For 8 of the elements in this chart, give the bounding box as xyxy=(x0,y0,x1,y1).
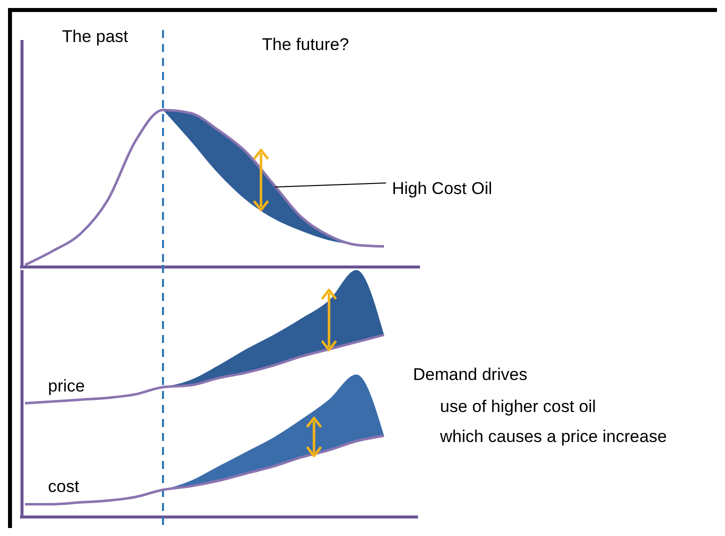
text: use of higher cost oil xyxy=(440,397,596,416)
series-label: price xyxy=(48,376,85,396)
text: which causes a price increase xyxy=(439,427,667,446)
annotation: High Cost Oil xyxy=(392,179,492,198)
series-label: cost xyxy=(48,477,80,496)
text: The future? xyxy=(262,35,349,54)
annotation: Demand drives xyxy=(413,365,528,384)
text: The past xyxy=(62,27,128,46)
